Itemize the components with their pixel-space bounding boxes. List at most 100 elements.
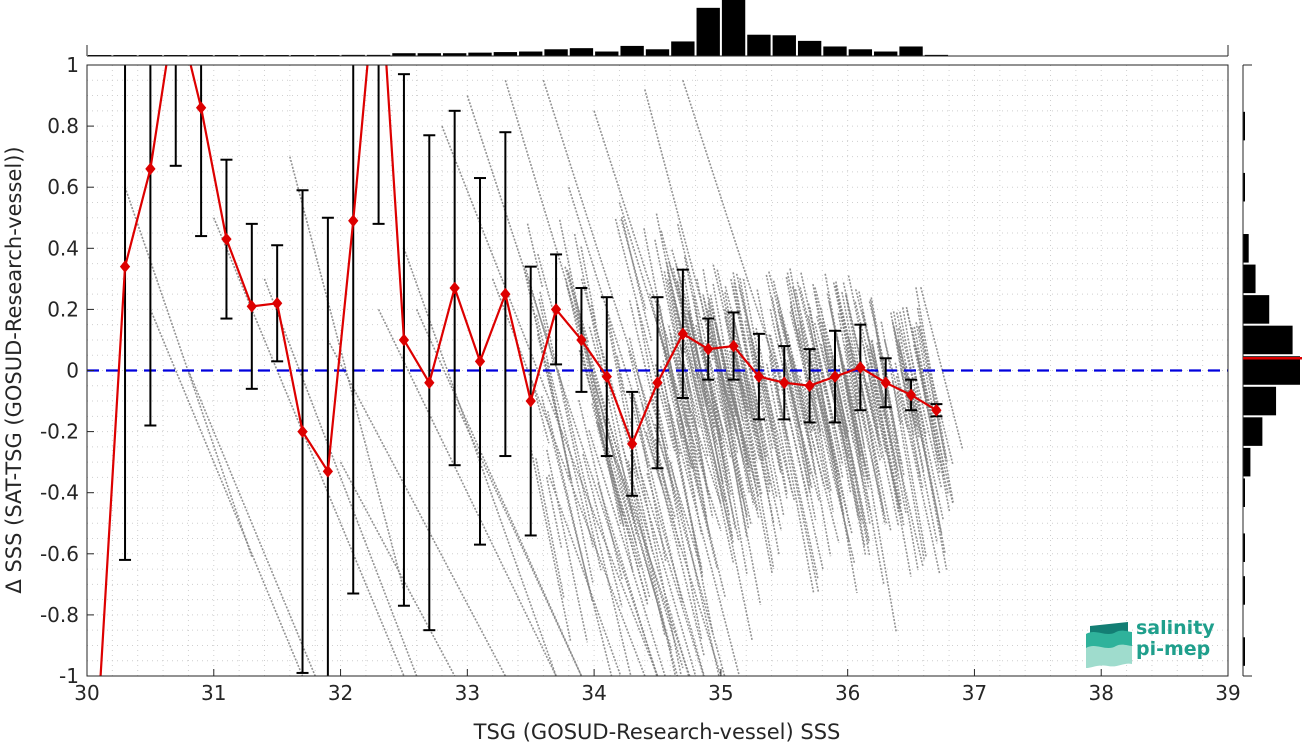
scatter-streak [894, 362, 924, 489]
scatter-streak [895, 376, 941, 574]
top-histogram-bar [392, 53, 416, 56]
scatter-streak [707, 302, 739, 455]
scatter-streak [908, 377, 943, 535]
scatter-streak [415, 309, 583, 677]
scatter-streak [668, 262, 723, 440]
scatter-streak [917, 356, 941, 474]
scatter-streak [904, 362, 920, 438]
y-tick-label: 0.6 [47, 175, 79, 199]
scatter-streak [813, 381, 850, 542]
scatter-streak [755, 327, 788, 494]
scatter-streak [531, 381, 550, 444]
scatter-streak [733, 350, 750, 411]
scatter-streak [854, 301, 894, 451]
scatter-streak [679, 380, 711, 539]
scatter-streak [591, 403, 648, 602]
scatter-streak [594, 386, 617, 464]
top-histogram-bar [493, 52, 518, 56]
mean-marker [449, 281, 460, 295]
mean-marker [474, 355, 486, 368]
right-histogram-bar [1243, 295, 1270, 324]
scatter-streak [903, 368, 928, 462]
scatter-streak [644, 89, 760, 519]
scatter-streak [883, 340, 909, 430]
scatter-streak [735, 273, 766, 392]
x-axis-label: TSG (GOSUD-Research-vessel) SSS [473, 720, 841, 744]
right-histogram [1243, 111, 1300, 666]
x-tick-label: 32 [328, 681, 353, 705]
scatter-streak [530, 450, 572, 642]
top-histogram-bar [341, 54, 365, 56]
y-tick-label: -0.4 [40, 481, 79, 505]
mean-marker [829, 370, 841, 383]
top-histogram-bar [772, 35, 796, 56]
scatter-streak [832, 360, 870, 542]
logo-text-pi-mep: pi-mep [1136, 638, 1211, 660]
scatter-streak [702, 294, 745, 462]
top-histogram [88, 0, 949, 56]
scatter-streak [526, 223, 544, 289]
scatter-streak [327, 339, 507, 677]
scatter-streak [504, 80, 684, 669]
right-histogram-bar [1243, 172, 1245, 202]
scatter-streak [860, 370, 880, 442]
scatter-streak [692, 295, 737, 530]
scatter-streak [655, 213, 686, 355]
scatter-streak [676, 419, 696, 499]
scatter-streak [628, 393, 650, 468]
scatter-streak [836, 341, 862, 460]
scatter-streak [648, 293, 718, 569]
scatter-streak [705, 370, 729, 474]
scatter-streak [654, 423, 726, 677]
scatter-streak [716, 350, 750, 529]
mean-marker [424, 376, 435, 390]
top-histogram-bar [671, 41, 695, 56]
scatter-streak [917, 327, 947, 459]
scatter-streak [786, 359, 812, 486]
scatter-streak [662, 360, 683, 438]
scatter-streak [654, 438, 681, 549]
scatter-streak [669, 461, 720, 677]
scatter-streak [729, 311, 763, 461]
scatter-streak [799, 321, 817, 400]
y-tick-label: -1 [59, 664, 79, 688]
scatter-streak [545, 476, 563, 549]
scatter-streak [861, 311, 899, 471]
scatter-streak [807, 303, 844, 478]
mean-marker [905, 388, 917, 402]
scatter-streak [558, 219, 634, 571]
scatter-streak [662, 343, 726, 598]
scatter-streak [785, 276, 802, 353]
scatter-streak [589, 374, 604, 431]
scatter-streak [542, 80, 684, 517]
scatter-streak [845, 295, 885, 515]
scatter-streak [628, 337, 670, 502]
scatter-streak [646, 472, 705, 677]
scatter-streak [814, 294, 848, 440]
scatter-streak [606, 318, 639, 479]
scatter-streak [621, 444, 690, 676]
top-histogram-bar [823, 46, 847, 56]
scatter-streak [799, 386, 832, 557]
scatter-streak [782, 362, 820, 502]
right-histogram-bar [1243, 264, 1256, 294]
mean-marker [652, 376, 663, 390]
scatter-streak [856, 363, 892, 532]
scatter-streak [614, 218, 676, 452]
scatter-streak [765, 363, 793, 492]
scatter-streak [916, 400, 944, 520]
scatter-streak [780, 378, 824, 570]
scatter-streak [768, 356, 815, 594]
right-histogram-bar [1243, 234, 1249, 263]
x-tick-label: 34 [581, 681, 606, 705]
scatter-streak [880, 386, 924, 568]
scatter-streak [915, 347, 954, 505]
scatter-streak [712, 264, 745, 396]
top-histogram-bar [442, 53, 467, 56]
scatter-streak [854, 289, 886, 404]
mean-marker [703, 342, 714, 356]
scatter-streak [539, 291, 602, 571]
salinity-wave-logo-icon [1086, 622, 1132, 668]
scatter-streak [868, 375, 901, 510]
scatter-streak [790, 356, 825, 486]
